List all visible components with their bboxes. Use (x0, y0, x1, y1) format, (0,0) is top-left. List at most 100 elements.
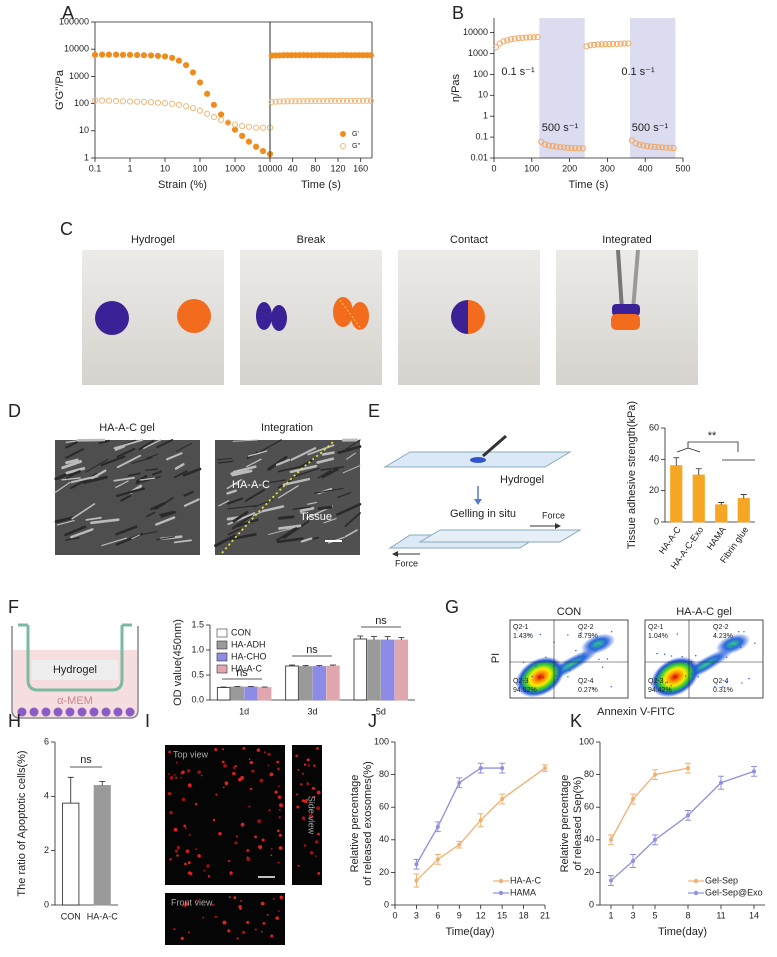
point (292, 98, 299, 105)
event (748, 677, 750, 680)
fluorescent-dot (303, 763, 307, 766)
error-bar (398, 637, 405, 640)
point (175, 101, 183, 108)
fluorescent-dot (206, 864, 210, 868)
point (564, 144, 571, 151)
legend-label: HA-A-C (231, 663, 262, 673)
y-tick-label: 0.0 (191, 694, 204, 704)
y-tick-label: 100 (374, 736, 389, 746)
point (280, 98, 287, 105)
sem-texture (131, 534, 141, 540)
point (523, 34, 530, 41)
event (601, 666, 604, 668)
axis-label: Annexin V-FITC (597, 706, 675, 718)
micro-image (292, 745, 322, 885)
fluorescent-dot (249, 760, 254, 765)
fluorescent-dot (257, 845, 260, 848)
hydrogel-layer (32, 660, 118, 680)
fluorescent-dot (261, 838, 265, 842)
quadrant-name: Q2-1 (513, 624, 529, 631)
cell (65, 707, 75, 717)
fluorescent-dot (187, 783, 192, 788)
y-tick-label: 40 (584, 834, 594, 844)
point (99, 97, 106, 104)
fluorescent-dot (277, 861, 280, 864)
y-axis-label: η/Pas (450, 73, 462, 102)
y-tick-label: 2 (44, 845, 49, 855)
fluorescent-dot (212, 818, 216, 822)
fluorescent-dot (267, 752, 271, 756)
cell (89, 707, 99, 717)
image-title: HA-A-C gel (99, 422, 155, 434)
fluorescent-dot (317, 871, 321, 875)
event (535, 665, 537, 667)
point (320, 97, 327, 105)
point (91, 97, 99, 104)
panel-label: B (452, 3, 464, 23)
error-bar (330, 664, 336, 666)
y-tick-label: 100 (579, 736, 594, 746)
point (492, 44, 499, 51)
insert (18, 623, 132, 692)
point (169, 100, 176, 107)
point (140, 52, 148, 59)
legend-marker (216, 640, 228, 650)
fluorescent-dot (203, 869, 206, 872)
sem-texture (337, 492, 352, 498)
point (587, 42, 594, 49)
x-tick-label: 8 (685, 910, 690, 920)
fluorescent-dot (309, 850, 314, 855)
sem-texture (61, 477, 81, 481)
panel-label: K (570, 711, 582, 731)
fluorescent-dot (168, 750, 171, 754)
point (245, 123, 253, 130)
bar (285, 665, 299, 701)
fluorescent-dot (306, 782, 310, 786)
y-tick-label: 0.1 (475, 131, 488, 141)
fluorescent-dot (169, 858, 172, 861)
bar (353, 638, 368, 701)
y-tick-label: 20 (649, 485, 659, 495)
microscopy: Top view Side view Front view (165, 745, 322, 945)
photos-c: Hydrogel Break Contact Integrated (82, 234, 698, 385)
point (659, 144, 666, 151)
quadrant-name: Q2-2 (713, 624, 729, 631)
x-tick-label: CON (61, 911, 81, 921)
bar (380, 639, 395, 701)
fluorescent-dot (227, 929, 231, 933)
fluorescent-dot (316, 806, 321, 811)
arrow-head (474, 499, 482, 505)
point (324, 97, 331, 105)
point (134, 51, 141, 59)
sem-texture (317, 469, 332, 479)
event (528, 633, 530, 636)
point (300, 98, 307, 105)
legend-label: G' (352, 131, 359, 138)
point (686, 813, 690, 818)
line (415, 767, 546, 882)
point (304, 98, 311, 105)
gel-orange (468, 300, 485, 334)
fluorescent-dot (277, 910, 280, 912)
sem-texture (54, 516, 76, 524)
y-tick-label: 0 (44, 899, 49, 909)
x-tick-label: 400 (638, 163, 653, 173)
fluorescent-dot (223, 764, 227, 768)
event (567, 676, 569, 678)
fluorescent-dot (222, 786, 225, 789)
error-bar (220, 686, 227, 688)
point (613, 40, 620, 47)
sem-texture (262, 479, 286, 485)
sem-texture (70, 472, 98, 490)
gel-blue (256, 302, 272, 330)
sem-texture (217, 460, 234, 464)
fluorescent-dot (173, 827, 178, 832)
point (210, 113, 218, 121)
fluorescent-dot (202, 916, 205, 919)
sem-texture (150, 501, 166, 511)
sem-texture (344, 512, 361, 528)
fluorescent-dot (277, 785, 280, 788)
point (288, 98, 295, 105)
legend-marker (693, 878, 699, 884)
fluorescent-dot (228, 859, 231, 863)
